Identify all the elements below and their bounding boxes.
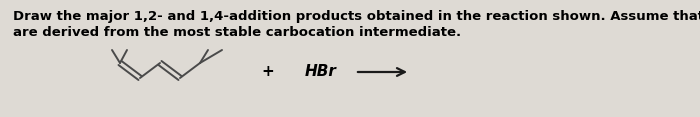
Text: are derived from the most stable carbocation intermediate.: are derived from the most stable carboca… bbox=[13, 26, 461, 39]
Text: HBr: HBr bbox=[305, 64, 337, 79]
Text: Draw the major 1,2- and 1,4-addition products obtained in the reaction shown. As: Draw the major 1,2- and 1,4-addition pro… bbox=[13, 10, 700, 23]
Text: +: + bbox=[262, 64, 274, 79]
